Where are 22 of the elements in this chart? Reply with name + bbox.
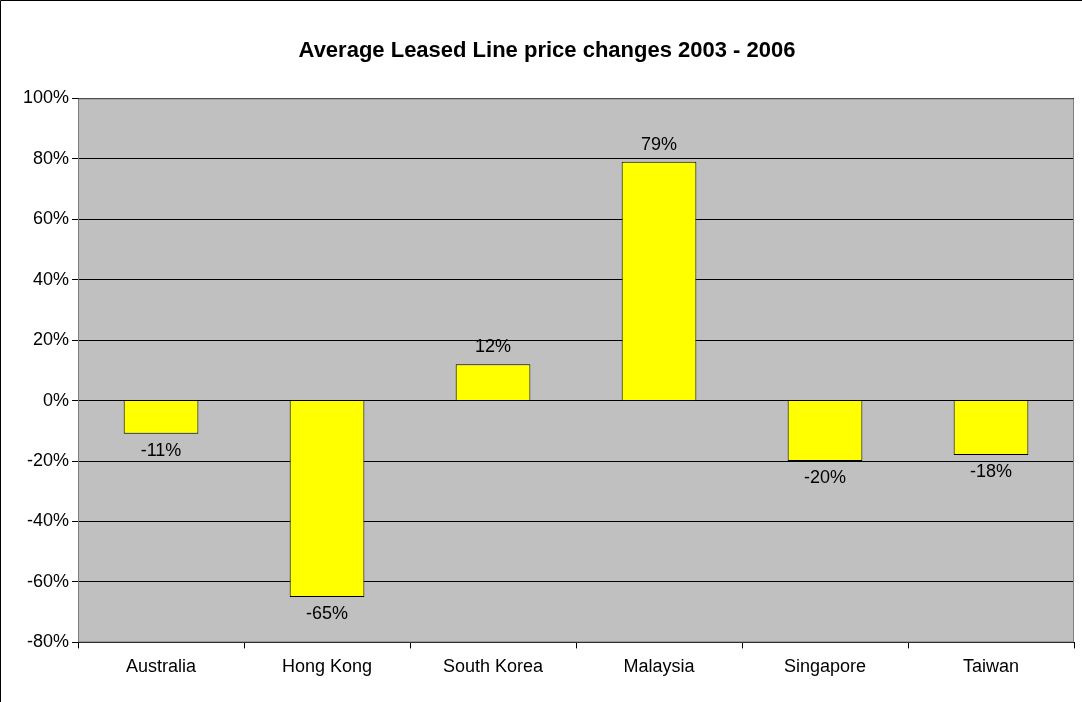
data-label: -11% <box>140 439 182 460</box>
x-tick-label: South Korea <box>442 656 545 677</box>
x-tick-label: Malaysia <box>623 656 696 677</box>
y-tick-label: 0% <box>43 389 70 410</box>
y-tick-label: -20% <box>27 450 70 471</box>
y-tick-label: -60% <box>27 570 70 591</box>
chart-title: Average Leased Line price changes 2003 - 2006 <box>298 37 796 63</box>
y-tick-label: 100% <box>22 87 70 108</box>
x-tick-label: Hong Kong <box>281 656 373 677</box>
x-tick-label: Taiwan <box>962 656 1020 677</box>
y-tick-label: -40% <box>27 510 70 531</box>
y-tick-label: 60% <box>33 208 70 229</box>
y-tick-label: 20% <box>33 329 70 350</box>
data-label: -20% <box>803 467 847 488</box>
data-label: -65% <box>306 603 349 624</box>
data-label: 79% <box>641 133 678 154</box>
x-tick-label: Australia <box>126 656 198 677</box>
y-tick-label: 80% <box>33 147 70 168</box>
y-tick-label: 40% <box>33 268 70 289</box>
y-tick-label: -80% <box>27 631 70 652</box>
x-tick-label: Singapore <box>783 656 867 677</box>
data-label: -18% <box>969 460 1013 481</box>
